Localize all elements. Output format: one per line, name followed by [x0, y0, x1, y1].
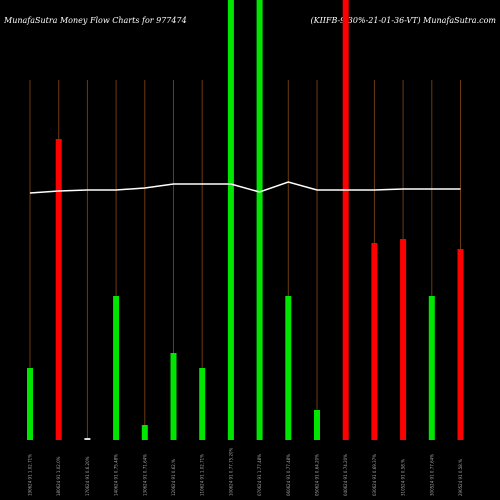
bar — [285, 296, 292, 440]
x-tick-label: 310524 91 0.58.% — [401, 459, 406, 496]
bar — [314, 410, 320, 440]
x-tick-label: 100624 91 0.77.75.20% — [228, 447, 233, 496]
bar — [55, 139, 62, 440]
x-tick-label: 180624 91 1.02.0% — [56, 456, 61, 496]
bar — [170, 353, 177, 440]
x-tick-label: 140624 91 0.75.48% — [114, 454, 119, 496]
x-tick-label: 120624 91 0.62.% — [171, 459, 176, 496]
x-tick-label: 300524 91 0.77.64% — [429, 454, 434, 496]
bar — [199, 368, 206, 440]
x-tick-label: 050624 91 0.64.20% — [315, 454, 320, 496]
x-tick-label: 290524 91 0.58.% — [458, 459, 463, 496]
bar — [84, 438, 91, 440]
bar — [457, 249, 464, 440]
bar — [342, 0, 349, 440]
bar — [27, 368, 33, 440]
bar — [141, 425, 148, 440]
x-tick-label: 190624 91 1.02.71% — [28, 454, 33, 496]
bar — [227, 0, 234, 440]
x-tick-label: 040624 91 0.74.20% — [343, 454, 348, 496]
x-tick-label: 070624 91 1.77.48% — [257, 454, 262, 496]
x-tick-label: 110624 91 1.02.71% — [200, 454, 205, 496]
bar — [256, 0, 263, 440]
chart-subtitle: (KIIFB-9.30%-21-01-36-VT) MunafaSutra.co… — [310, 16, 496, 25]
x-tick-label: 030624 91 0.69.37% — [372, 454, 377, 496]
bar — [371, 243, 378, 440]
x-tick-label: 060624 91 0.77.48% — [286, 454, 291, 496]
chart-title: MunafaSutra Money Flow Charts for 977474 — [3, 16, 187, 25]
x-tick-label: 170624 91 0.6.20% — [85, 456, 90, 496]
money-flow-line — [29, 181, 461, 194]
x-tick-label: 130624 91 0.71.64% — [142, 454, 147, 496]
bar — [400, 239, 407, 440]
bar — [113, 296, 120, 440]
bar — [428, 296, 435, 440]
